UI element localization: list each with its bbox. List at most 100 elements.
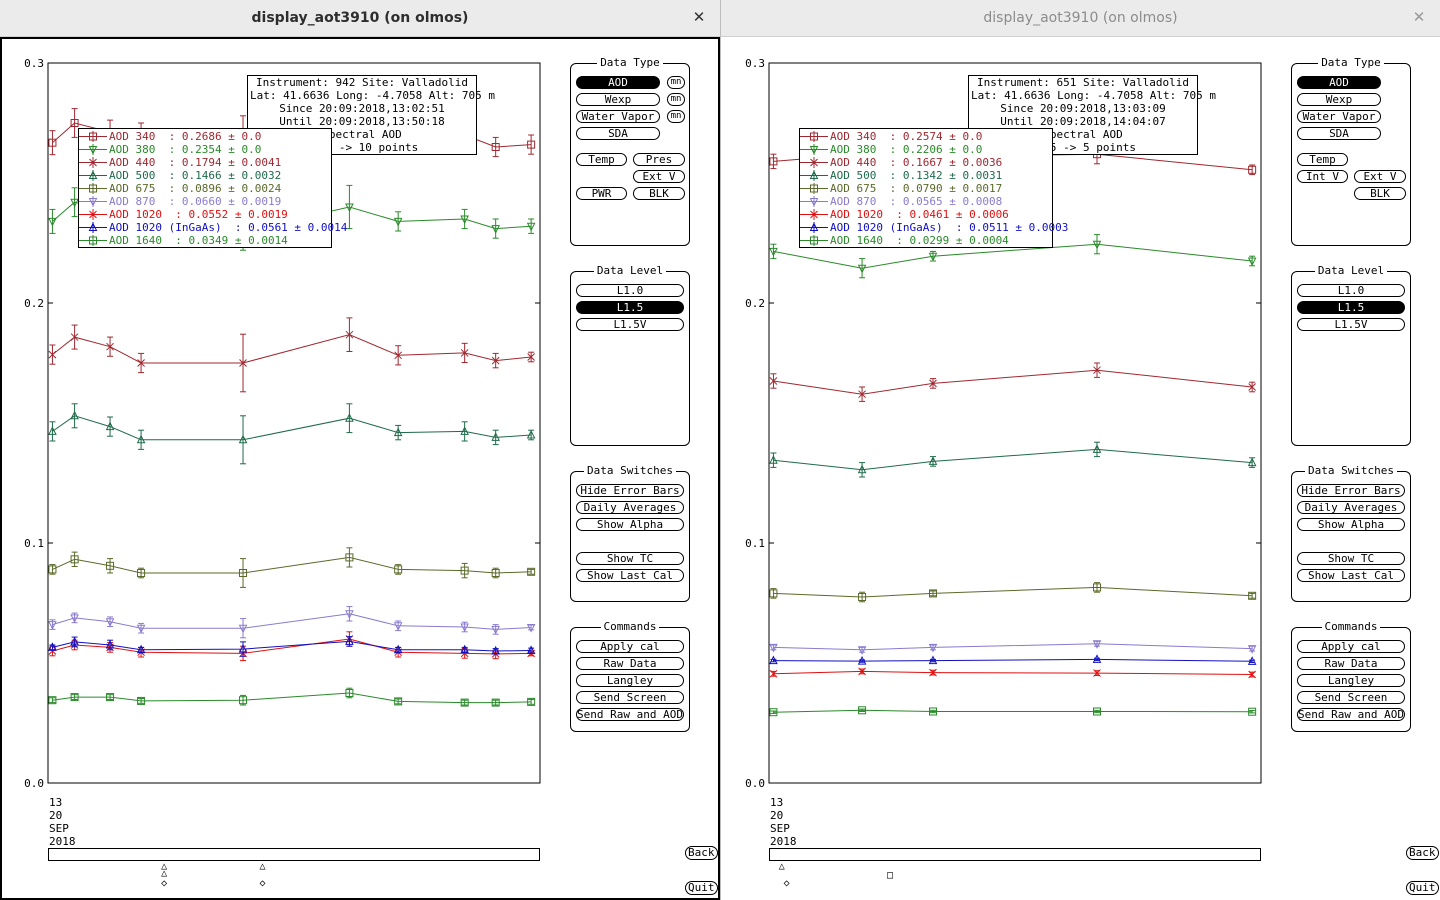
button-show-last-cal[interactable]: Show Last Cal bbox=[576, 569, 684, 582]
button-hide-error-bars[interactable]: Hide Error Bars bbox=[1297, 484, 1405, 497]
button-sda[interactable]: SDA bbox=[576, 127, 660, 140]
data-point bbox=[491, 698, 500, 707]
legend-symbol bbox=[810, 236, 818, 245]
slider-marker[interactable]: ◇ bbox=[259, 878, 266, 889]
legend-label: AOD 380 : 0.2354 ± 0.0 bbox=[109, 143, 262, 156]
window-titlebar[interactable]: display_aot3910 (on olmos) ✕ bbox=[0, 0, 720, 37]
window-titlebar[interactable]: display_aot3910 (on olmos) ✕ bbox=[721, 0, 1440, 37]
series-line bbox=[52, 613, 532, 630]
legend-marker bbox=[79, 209, 107, 220]
data-point bbox=[345, 636, 354, 645]
slider-marker[interactable]: △ bbox=[778, 861, 785, 872]
data-point bbox=[526, 645, 536, 655]
button-int-v[interactable]: Int V bbox=[1297, 170, 1348, 183]
button-wexp[interactable]: Wexp bbox=[1297, 93, 1381, 106]
data-point bbox=[491, 432, 500, 441]
data-point bbox=[238, 434, 248, 444]
button-wexp[interactable]: Wexp bbox=[576, 93, 660, 106]
legend-marker bbox=[800, 170, 828, 181]
slider-marker[interactable]: △ bbox=[161, 867, 168, 879]
slider-marker[interactable]: ◇ bbox=[783, 878, 790, 889]
data-point bbox=[858, 390, 866, 399]
back-button[interactable]: Back bbox=[685, 846, 718, 860]
data-point bbox=[394, 351, 403, 360]
close-icon[interactable]: ✕ bbox=[1412, 8, 1426, 26]
window-divider bbox=[720, 0, 721, 900]
button-raw-data[interactable]: Raw Data bbox=[576, 657, 684, 670]
slider-marker[interactable]: ◇ bbox=[161, 878, 168, 889]
button-send-screen[interactable]: Send Screen bbox=[1297, 691, 1405, 704]
button-pres[interactable]: Pres bbox=[633, 153, 685, 166]
series-aod-500 bbox=[769, 441, 1257, 478]
data-point bbox=[345, 610, 354, 619]
data-point bbox=[858, 706, 867, 715]
panel-data-type: Data Type AOD Wexp Water Vapor SDA mn mn mn Temp… bbox=[570, 56, 690, 246]
data-point bbox=[929, 707, 937, 716]
legend-entry: AOD 1640 : 0.0349 ± 0.0014 bbox=[79, 234, 331, 247]
data-point bbox=[106, 561, 115, 570]
button-raw-data[interactable]: Raw Data bbox=[1297, 657, 1405, 670]
legend-symbol bbox=[89, 132, 97, 141]
button-apply-cal[interactable]: Apply cal bbox=[1297, 640, 1405, 653]
button-daily-averages[interactable]: Daily Averages bbox=[1297, 501, 1405, 514]
button-l1-5v[interactable]: L1.5V bbox=[576, 318, 684, 331]
mini-button[interactable]: mn bbox=[667, 93, 685, 106]
data-point bbox=[1092, 640, 1102, 649]
button-aod[interactable]: AOD bbox=[576, 76, 660, 89]
button-sda[interactable]: SDA bbox=[1297, 127, 1381, 140]
legend-marker bbox=[79, 144, 107, 155]
button-water-vapor[interactable]: Water Vapor bbox=[1297, 110, 1381, 123]
legend-entry: AOD 1020 : 0.0461 ± 0.0006 bbox=[800, 208, 1052, 221]
button-aod[interactable]: AOD bbox=[1297, 76, 1381, 89]
button-langley[interactable]: Langley bbox=[576, 674, 684, 687]
button-pwr[interactable]: PWR bbox=[576, 187, 627, 200]
mini-button[interactable]: mn bbox=[667, 76, 685, 89]
button-send-screen[interactable]: Send Screen bbox=[576, 691, 684, 704]
data-point bbox=[238, 643, 248, 653]
button-ext-v[interactable]: Ext V bbox=[633, 170, 685, 183]
button-show-last-cal[interactable]: Show Last Cal bbox=[1297, 569, 1405, 582]
button-water-vapor[interactable]: Water Vapor bbox=[576, 110, 660, 123]
button-send-raw-and-aod[interactable]: Send Raw and AOD bbox=[576, 708, 684, 721]
button-temp[interactable]: Temp bbox=[576, 153, 627, 166]
panel-title-text: Data Switches bbox=[1304, 464, 1398, 477]
legend-entry: AOD 380 : 0.2354 ± 0.0 bbox=[79, 143, 331, 156]
button-l1-5v[interactable]: L1.5V bbox=[1297, 318, 1405, 331]
button-l1-0[interactable]: L1.0 bbox=[1297, 284, 1405, 297]
quit-button[interactable]: Quit bbox=[1406, 881, 1439, 895]
button-l1-0[interactable]: L1.0 bbox=[576, 284, 684, 297]
button-send-raw-and-aod[interactable]: Send Raw and AOD bbox=[1297, 708, 1405, 721]
button-temp[interactable]: Temp bbox=[1297, 153, 1348, 166]
button-l1-5[interactable]: L1.5 bbox=[1297, 301, 1405, 314]
quit-button[interactable]: Quit bbox=[685, 881, 718, 895]
button-langley[interactable]: Langley bbox=[1297, 674, 1405, 687]
legend-label: AOD 870 : 0.0660 ± 0.0019 bbox=[109, 195, 282, 208]
legend-marker bbox=[79, 157, 107, 168]
slider-marker[interactable]: □ bbox=[887, 869, 894, 881]
button-l1-5[interactable]: L1.5 bbox=[576, 301, 684, 314]
window-title: display_aot3910 (on olmos) bbox=[251, 10, 469, 26]
close-icon[interactable]: ✕ bbox=[692, 8, 706, 26]
legend-entry: AOD 340 : 0.2686 ± 0.0 bbox=[79, 130, 331, 143]
time-slider[interactable] bbox=[48, 848, 540, 861]
button-hide-error-bars[interactable]: Hide Error Bars bbox=[576, 484, 684, 497]
mini-button[interactable]: mn bbox=[667, 110, 685, 123]
back-button[interactable]: Back bbox=[1406, 846, 1439, 860]
data-point bbox=[1248, 707, 1257, 716]
button-show-alpha[interactable]: Show Alpha bbox=[576, 518, 684, 531]
button-show-alpha[interactable]: Show Alpha bbox=[1297, 518, 1405, 531]
button-apply-cal[interactable]: Apply cal bbox=[576, 640, 684, 653]
button-blk[interactable]: BLK bbox=[633, 187, 685, 200]
button-ext-v[interactable]: Ext V bbox=[1354, 170, 1406, 183]
slider-marker[interactable]: △ bbox=[259, 861, 266, 872]
legend-entry: AOD 675 : 0.0790 ± 0.0017 bbox=[800, 182, 1052, 195]
button-blk[interactable]: BLK bbox=[1354, 187, 1406, 200]
button-show-tc[interactable]: Show TC bbox=[576, 552, 684, 565]
slider-marker[interactable]: △ bbox=[161, 861, 168, 872]
button-show-tc[interactable]: Show TC bbox=[1297, 552, 1405, 565]
time-slider[interactable] bbox=[769, 848, 1261, 861]
data-point bbox=[48, 696, 57, 705]
button-daily-averages[interactable]: Daily Averages bbox=[576, 501, 684, 514]
data-point bbox=[239, 359, 247, 367]
legend: AOD 340 : 0.2574 ± 0.0 AOD 380 : 0.2206 ±… bbox=[799, 128, 1068, 248]
